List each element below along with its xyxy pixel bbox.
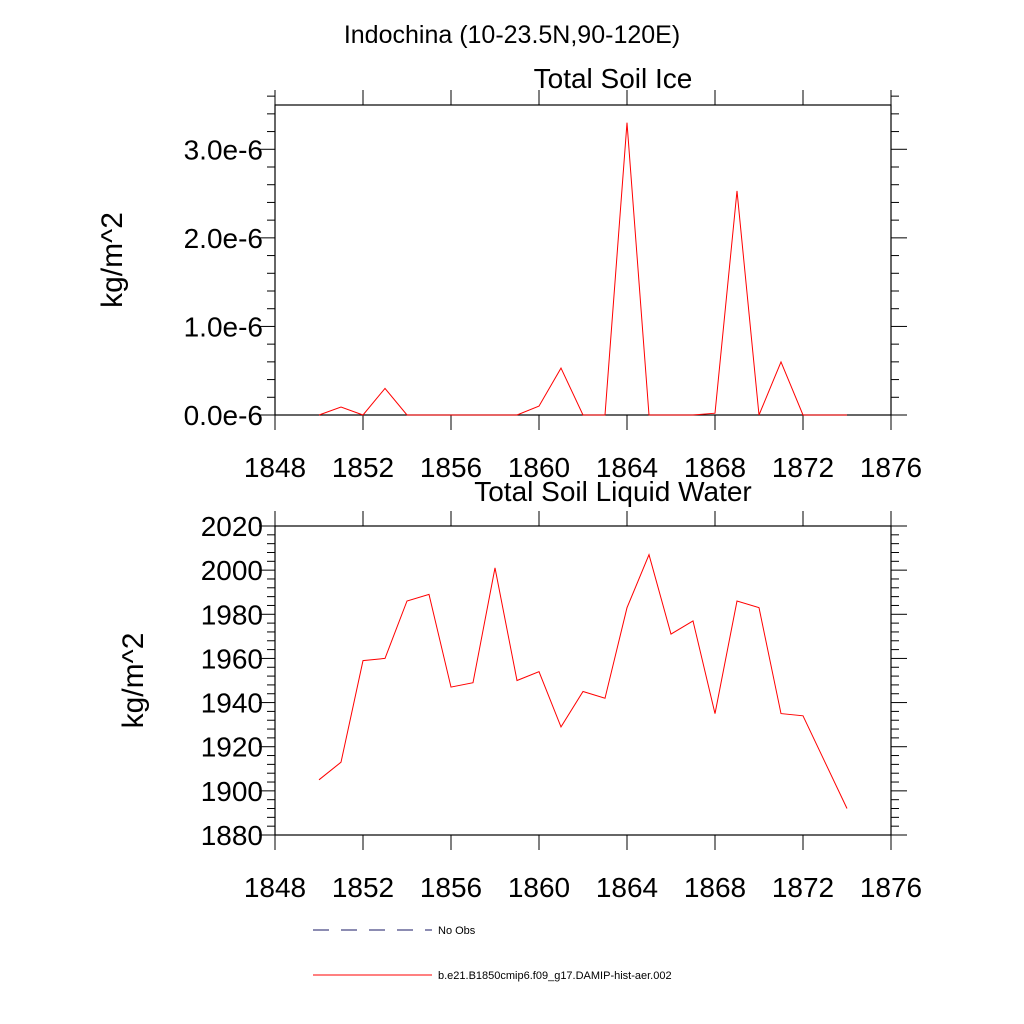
legend-label-model-run: b.e21.B1850cmip6.f09_g17.DAMIP-hist-aer.… xyxy=(438,970,672,982)
soil-ice-title: Total Soil Ice xyxy=(534,63,693,94)
legend-label-no-obs: No Obs xyxy=(438,925,476,937)
soil-liquid-water-y-tick-label: 1880 xyxy=(201,820,263,851)
soil-liquid-water-y-tick-label: 1940 xyxy=(201,688,263,719)
soil-liquid-water-x-tick-label: 1876 xyxy=(860,872,922,903)
soil-liquid-water-series-line xyxy=(318,553,848,809)
soil-liquid-water-y-tick-label: 1900 xyxy=(201,776,263,807)
soil-liquid-water-x-tick-label: 1864 xyxy=(596,872,658,903)
soil-ice-x-tick-label: 1868 xyxy=(684,452,746,483)
soil-liquid-water-x-tick-label: 1856 xyxy=(420,872,482,903)
soil-ice-x-tick-label: 1876 xyxy=(860,452,922,483)
soil-ice-x-tick-label: 1848 xyxy=(244,452,306,483)
soil-liquid-water-y-axis-label: kg/m^2 xyxy=(117,633,150,729)
soil-liquid-water-title: Total Soil Liquid Water xyxy=(474,476,752,507)
legend: No Obs b.e21.B1850cmip6.f09_g17.DAMIP-hi… xyxy=(313,925,672,982)
soil-liquid-water-y-tick-label: 1960 xyxy=(201,643,263,674)
soil-ice-series-line xyxy=(318,122,847,416)
soil-liquid-water-tick-marks xyxy=(259,511,907,850)
soil-ice-plot-frame xyxy=(274,104,892,416)
soil-ice-x-tick-label: 1856 xyxy=(420,452,482,483)
soil-liquid-water-y-tick-label: 2020 xyxy=(201,511,263,542)
soil-liquid-water-y-tick-label: 2000 xyxy=(201,555,263,586)
soil-liquid-water-x-tick-label: 1868 xyxy=(684,872,746,903)
soil-ice-y-axis-label: kg/m^2 xyxy=(96,212,129,308)
soil-liquid-water-panel: Total Soil Liquid Water kg/m^2 1848 1852 185… xyxy=(117,476,922,903)
soil-ice-panel: Total Soil Ice kg/m^2 1848 1852 1856 1860 1864… xyxy=(96,63,922,483)
soil-ice-x-tick-label: 1864 xyxy=(596,452,658,483)
soil-ice-tick-marks xyxy=(259,90,907,430)
soil-liquid-water-x-tick-label: 1872 xyxy=(772,872,834,903)
soil-liquid-water-y-tick-label: 1920 xyxy=(201,732,263,763)
soil-liquid-water-x-tick-label: 1852 xyxy=(332,872,394,903)
legend-entry-no-obs: No Obs xyxy=(313,925,476,937)
soil-ice-x-tick-label: 1872 xyxy=(772,452,834,483)
legend-entry-model-run: b.e21.B1850cmip6.f09_g17.DAMIP-hist-aer.… xyxy=(313,970,672,982)
soil-ice-x-tick-label: 1860 xyxy=(508,452,570,483)
soil-ice-x-tick-label: 1852 xyxy=(332,452,394,483)
soil-ice-y-tick-label: 0.0e-6 xyxy=(184,400,263,431)
soil-liquid-water-plot-frame xyxy=(274,525,892,836)
soil-ice-y-tick-label: 3.0e-6 xyxy=(184,134,263,165)
soil-liquid-water-x-tick-label: 1848 xyxy=(244,872,306,903)
figure-header: Indochina (10-23.5N,90-120E) xyxy=(344,21,680,49)
soil-liquid-water-x-tick-label: 1860 xyxy=(508,872,570,903)
soil-liquid-water-y-tick-label: 1980 xyxy=(201,599,263,630)
soil-ice-y-tick-label: 1.0e-6 xyxy=(184,311,263,342)
soil-ice-y-tick-label: 2.0e-6 xyxy=(184,223,263,254)
